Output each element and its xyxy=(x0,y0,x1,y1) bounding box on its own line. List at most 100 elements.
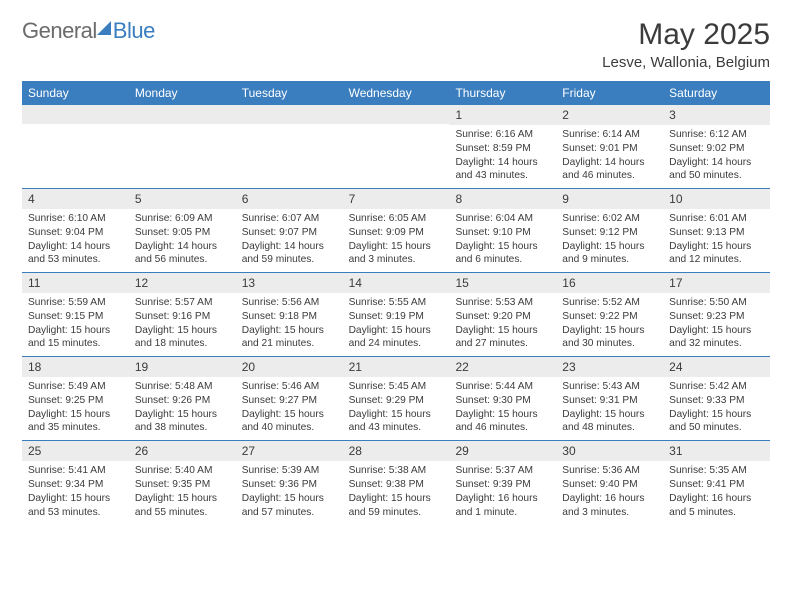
logo: General Blue xyxy=(22,18,155,44)
sunset-text: Sunset: 9:40 PM xyxy=(562,478,657,492)
day-number: 24 xyxy=(663,357,770,377)
day-number: 9 xyxy=(556,189,663,209)
day-details: Sunrise: 5:56 AMSunset: 9:18 PMDaylight:… xyxy=(236,293,343,356)
title-block: May 2025 Lesve, Wallonia, Belgium xyxy=(602,18,770,71)
day-details xyxy=(22,124,129,132)
day-number: 3 xyxy=(663,105,770,125)
sunset-text: Sunset: 9:23 PM xyxy=(669,310,764,324)
day-number: 16 xyxy=(556,273,663,293)
sunrise-text: Sunrise: 5:39 AM xyxy=(242,464,337,478)
day-cell: 2Sunrise: 6:14 AMSunset: 9:01 PMDaylight… xyxy=(556,105,663,188)
location-label: Lesve, Wallonia, Belgium xyxy=(602,54,770,71)
day-cell: 10Sunrise: 6:01 AMSunset: 9:13 PMDayligh… xyxy=(663,189,770,272)
daylight-text: Daylight: 15 hours and 9 minutes. xyxy=(562,240,657,268)
sunset-text: Sunset: 9:35 PM xyxy=(135,478,230,492)
sunset-text: Sunset: 9:41 PM xyxy=(669,478,764,492)
sunset-text: Sunset: 9:31 PM xyxy=(562,394,657,408)
daylight-text: Daylight: 15 hours and 46 minutes. xyxy=(455,408,550,436)
day-number: 22 xyxy=(449,357,556,377)
day-details: Sunrise: 6:16 AMSunset: 8:59 PMDaylight:… xyxy=(449,125,556,188)
day-details: Sunrise: 6:09 AMSunset: 9:05 PMDaylight:… xyxy=(129,209,236,272)
sunrise-text: Sunrise: 5:52 AM xyxy=(562,296,657,310)
day-details: Sunrise: 5:41 AMSunset: 9:34 PMDaylight:… xyxy=(22,461,129,524)
sunrise-text: Sunrise: 6:12 AM xyxy=(669,128,764,142)
day-number: 10 xyxy=(663,189,770,209)
daylight-text: Daylight: 15 hours and 48 minutes. xyxy=(562,408,657,436)
day-number: 15 xyxy=(449,273,556,293)
day-header-row: SundayMondayTuesdayWednesdayThursdayFrid… xyxy=(22,82,770,104)
day-cell: 19Sunrise: 5:48 AMSunset: 9:26 PMDayligh… xyxy=(129,357,236,440)
sunset-text: Sunset: 9:29 PM xyxy=(349,394,444,408)
day-cell: 14Sunrise: 5:55 AMSunset: 9:19 PMDayligh… xyxy=(343,273,450,356)
day-number: 25 xyxy=(22,441,129,461)
week-row: 25Sunrise: 5:41 AMSunset: 9:34 PMDayligh… xyxy=(22,440,770,524)
day-cell: 27Sunrise: 5:39 AMSunset: 9:36 PMDayligh… xyxy=(236,441,343,524)
sunrise-text: Sunrise: 6:10 AM xyxy=(28,212,123,226)
sunset-text: Sunset: 9:19 PM xyxy=(349,310,444,324)
sunrise-text: Sunrise: 5:49 AM xyxy=(28,380,123,394)
day-header: Tuesday xyxy=(236,82,343,104)
day-cell: 8Sunrise: 6:04 AMSunset: 9:10 PMDaylight… xyxy=(449,189,556,272)
day-details: Sunrise: 5:36 AMSunset: 9:40 PMDaylight:… xyxy=(556,461,663,524)
daylight-text: Daylight: 15 hours and 12 minutes. xyxy=(669,240,764,268)
sunset-text: Sunset: 9:33 PM xyxy=(669,394,764,408)
day-cell: 30Sunrise: 5:36 AMSunset: 9:40 PMDayligh… xyxy=(556,441,663,524)
daylight-text: Daylight: 15 hours and 3 minutes. xyxy=(349,240,444,268)
daylight-text: Daylight: 15 hours and 6 minutes. xyxy=(455,240,550,268)
day-details: Sunrise: 5:45 AMSunset: 9:29 PMDaylight:… xyxy=(343,377,450,440)
day-cell: 12Sunrise: 5:57 AMSunset: 9:16 PMDayligh… xyxy=(129,273,236,356)
day-number xyxy=(343,105,450,124)
daylight-text: Daylight: 15 hours and 55 minutes. xyxy=(135,492,230,520)
sunrise-text: Sunrise: 6:16 AM xyxy=(455,128,550,142)
sunset-text: Sunset: 9:05 PM xyxy=(135,226,230,240)
day-cell: 3Sunrise: 6:12 AMSunset: 9:02 PMDaylight… xyxy=(663,105,770,188)
daylight-text: Daylight: 16 hours and 3 minutes. xyxy=(562,492,657,520)
sunset-text: Sunset: 9:10 PM xyxy=(455,226,550,240)
daylight-text: Daylight: 14 hours and 50 minutes. xyxy=(669,156,764,184)
sunrise-text: Sunrise: 6:09 AM xyxy=(135,212,230,226)
day-number: 20 xyxy=(236,357,343,377)
daylight-text: Daylight: 14 hours and 46 minutes. xyxy=(562,156,657,184)
sunset-text: Sunset: 9:13 PM xyxy=(669,226,764,240)
sunrise-text: Sunrise: 5:40 AM xyxy=(135,464,230,478)
day-header: Wednesday xyxy=(343,82,450,104)
sunrise-text: Sunrise: 5:35 AM xyxy=(669,464,764,478)
sunrise-text: Sunrise: 5:36 AM xyxy=(562,464,657,478)
day-number: 4 xyxy=(22,189,129,209)
day-cell: 5Sunrise: 6:09 AMSunset: 9:05 PMDaylight… xyxy=(129,189,236,272)
day-number: 14 xyxy=(343,273,450,293)
day-cell: 13Sunrise: 5:56 AMSunset: 9:18 PMDayligh… xyxy=(236,273,343,356)
sunrise-text: Sunrise: 5:43 AM xyxy=(562,380,657,394)
day-details: Sunrise: 5:37 AMSunset: 9:39 PMDaylight:… xyxy=(449,461,556,524)
daylight-text: Daylight: 15 hours and 59 minutes. xyxy=(349,492,444,520)
day-cell: 24Sunrise: 5:42 AMSunset: 9:33 PMDayligh… xyxy=(663,357,770,440)
day-details: Sunrise: 5:48 AMSunset: 9:26 PMDaylight:… xyxy=(129,377,236,440)
sunrise-text: Sunrise: 6:14 AM xyxy=(562,128,657,142)
day-cell: 28Sunrise: 5:38 AMSunset: 9:38 PMDayligh… xyxy=(343,441,450,524)
sunrise-text: Sunrise: 6:02 AM xyxy=(562,212,657,226)
daylight-text: Daylight: 15 hours and 38 minutes. xyxy=(135,408,230,436)
sunrise-text: Sunrise: 5:46 AM xyxy=(242,380,337,394)
day-details: Sunrise: 5:55 AMSunset: 9:19 PMDaylight:… xyxy=(343,293,450,356)
sunrise-text: Sunrise: 6:07 AM xyxy=(242,212,337,226)
sunset-text: Sunset: 9:30 PM xyxy=(455,394,550,408)
day-number xyxy=(236,105,343,124)
sunrise-text: Sunrise: 5:45 AM xyxy=(349,380,444,394)
day-cell: 20Sunrise: 5:46 AMSunset: 9:27 PMDayligh… xyxy=(236,357,343,440)
daylight-text: Daylight: 15 hours and 21 minutes. xyxy=(242,324,337,352)
sunrise-text: Sunrise: 5:44 AM xyxy=(455,380,550,394)
day-details xyxy=(343,124,450,132)
day-number: 29 xyxy=(449,441,556,461)
sunrise-text: Sunrise: 5:59 AM xyxy=(28,296,123,310)
day-header: Saturday xyxy=(663,82,770,104)
day-number: 7 xyxy=(343,189,450,209)
day-details: Sunrise: 5:46 AMSunset: 9:27 PMDaylight:… xyxy=(236,377,343,440)
sunrise-text: Sunrise: 5:37 AM xyxy=(455,464,550,478)
sunset-text: Sunset: 8:59 PM xyxy=(455,142,550,156)
day-number: 11 xyxy=(22,273,129,293)
day-number xyxy=(129,105,236,124)
daylight-text: Daylight: 14 hours and 43 minutes. xyxy=(455,156,550,184)
week-row: 4Sunrise: 6:10 AMSunset: 9:04 PMDaylight… xyxy=(22,188,770,272)
day-cell: 7Sunrise: 6:05 AMSunset: 9:09 PMDaylight… xyxy=(343,189,450,272)
day-header: Friday xyxy=(556,82,663,104)
